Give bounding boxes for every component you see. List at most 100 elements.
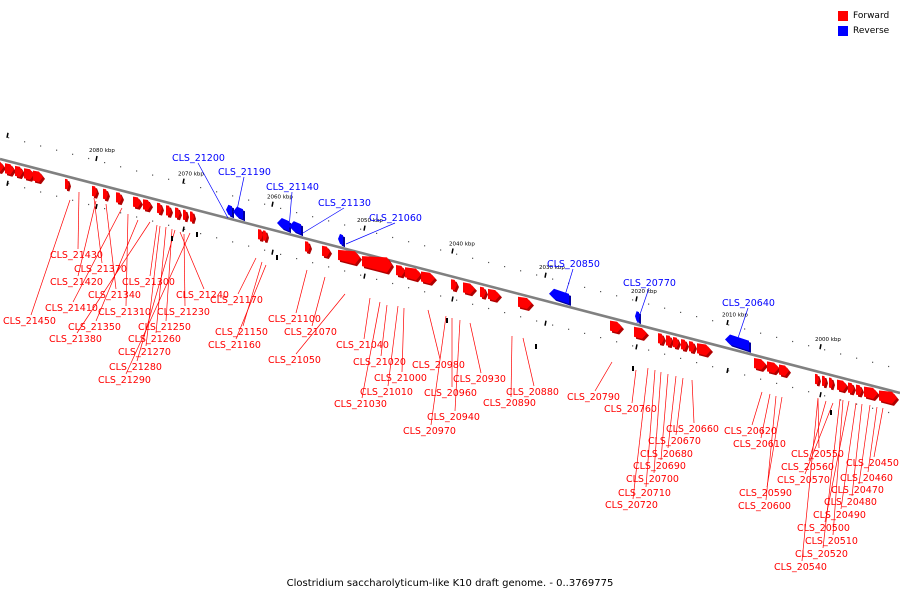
gene-label-forward[interactable]: CLS_21300 bbox=[122, 277, 175, 288]
gene-label-forward[interactable]: CLS_21290 bbox=[98, 375, 151, 386]
forward-gene-arrow[interactable] bbox=[610, 320, 624, 335]
gene-label-reverse[interactable]: CLS_21060 bbox=[369, 213, 422, 224]
gene-label-forward[interactable]: CLS_20470 bbox=[831, 485, 884, 496]
gene-label-forward[interactable]: CLS_20450 bbox=[846, 458, 899, 469]
forward-gene-arrow[interactable] bbox=[658, 333, 666, 346]
gene-label-reverse[interactable]: CLS_21130 bbox=[318, 198, 371, 209]
reverse-gene-arrow[interactable] bbox=[233, 206, 245, 222]
forward-gene-arrow[interactable] bbox=[5, 163, 16, 177]
gene-label-forward[interactable]: CLS_20600 bbox=[738, 501, 791, 512]
gene-label-forward[interactable]: CLS_21030 bbox=[334, 399, 387, 410]
legend-item-forward[interactable]: Forward bbox=[838, 8, 889, 23]
gene-label-forward[interactable]: CLS_20760 bbox=[604, 404, 657, 415]
forward-gene-arrow[interactable] bbox=[305, 241, 312, 255]
forward-gene-arrow[interactable] bbox=[263, 230, 269, 243]
gene-label-forward[interactable]: CLS_20690 bbox=[633, 461, 686, 472]
forward-gene-arrow[interactable] bbox=[166, 205, 173, 218]
gene-label-forward[interactable]: CLS_21010 bbox=[360, 387, 413, 398]
forward-gene-arrow[interactable] bbox=[518, 296, 534, 311]
forward-gene-arrow[interactable] bbox=[405, 267, 423, 283]
gene-label-forward[interactable]: CLS_20670 bbox=[648, 436, 701, 447]
gene-label-forward[interactable]: CLS_20890 bbox=[483, 398, 536, 409]
gene-label-forward[interactable]: CLS_21430 bbox=[50, 250, 103, 261]
gene-label-forward[interactable]: CLS_20660 bbox=[666, 424, 719, 435]
forward-gene-arrow[interactable] bbox=[697, 343, 713, 358]
forward-gene-arrow[interactable] bbox=[673, 337, 681, 350]
forward-gene-arrow[interactable] bbox=[396, 265, 407, 279]
forward-gene-arrow[interactable] bbox=[488, 288, 502, 303]
forward-gene-arrow[interactable] bbox=[767, 361, 781, 376]
reverse-gene-arrow[interactable] bbox=[277, 218, 291, 234]
gene-label-forward[interactable]: CLS_20960 bbox=[424, 388, 477, 399]
forward-gene-arrow[interactable] bbox=[190, 211, 196, 224]
forward-gene-arrow[interactable] bbox=[666, 335, 674, 349]
gene-label-forward[interactable]: CLS_21230 bbox=[157, 307, 210, 318]
forward-gene-arrow[interactable] bbox=[634, 326, 649, 341]
gene-label-forward[interactable]: CLS_20790 bbox=[567, 392, 620, 403]
forward-gene-arrow[interactable] bbox=[837, 379, 849, 394]
gene-label-forward[interactable]: CLS_20510 bbox=[805, 536, 858, 547]
gene-label-forward[interactable]: CLS_21000 bbox=[374, 373, 427, 384]
gene-label-forward[interactable]: CLS_20490 bbox=[813, 510, 866, 521]
gene-label-forward[interactable]: CLS_20550 bbox=[791, 449, 844, 460]
forward-gene-arrow[interactable] bbox=[856, 384, 864, 398]
forward-gene-arrow[interactable] bbox=[815, 373, 821, 387]
reverse-gene-arrow[interactable] bbox=[338, 233, 345, 248]
gene-label-forward[interactable]: CLS_20620 bbox=[724, 426, 777, 437]
legend-item-reverse[interactable]: Reverse bbox=[838, 23, 889, 38]
gene-label-forward[interactable]: CLS_21280 bbox=[109, 362, 162, 373]
gene-label-reverse[interactable]: CLS_21200 bbox=[172, 153, 225, 164]
gene-label-forward[interactable]: CLS_21050 bbox=[268, 355, 321, 366]
forward-gene-arrow[interactable] bbox=[829, 377, 835, 391]
reverse-gene-arrow[interactable] bbox=[725, 334, 751, 353]
gene-label-forward[interactable]: CLS_20710 bbox=[618, 488, 671, 499]
gene-label-forward[interactable]: CLS_21250 bbox=[138, 322, 191, 333]
forward-gene-arrow[interactable] bbox=[480, 286, 488, 300]
gene-label-forward[interactable]: CLS_21420 bbox=[50, 277, 103, 288]
reverse-gene-arrow[interactable] bbox=[226, 204, 234, 219]
forward-gene-arrow[interactable] bbox=[133, 196, 143, 210]
gene-label-forward[interactable]: CLS_21270 bbox=[118, 347, 171, 358]
forward-gene-arrow[interactable] bbox=[848, 382, 856, 396]
gene-label-forward[interactable]: CLS_21020 bbox=[353, 357, 406, 368]
forward-gene-arrow[interactable] bbox=[65, 178, 71, 192]
gene-label-forward[interactable]: CLS_21040 bbox=[336, 340, 389, 351]
gene-label-forward[interactable]: CLS_20610 bbox=[733, 439, 786, 450]
forward-gene-arrow[interactable] bbox=[421, 271, 437, 286]
forward-gene-arrow[interactable] bbox=[0, 160, 6, 174]
gene-label-reverse[interactable]: CLS_20640 bbox=[722, 298, 775, 309]
gene-label-forward[interactable]: CLS_20930 bbox=[453, 374, 506, 385]
forward-gene-arrow[interactable] bbox=[779, 364, 791, 379]
gene-label-forward[interactable]: CLS_21350 bbox=[68, 322, 121, 333]
forward-gene-arrow[interactable] bbox=[33, 170, 45, 185]
gene-label-forward[interactable]: CLS_20570 bbox=[777, 475, 830, 486]
forward-gene-arrow[interactable] bbox=[822, 375, 828, 389]
forward-gene-arrow[interactable] bbox=[175, 207, 182, 221]
gene-label-forward[interactable]: CLS_20680 bbox=[640, 449, 693, 460]
gene-label-reverse[interactable]: CLS_21140 bbox=[266, 182, 319, 193]
gene-label-forward[interactable]: CLS_21260 bbox=[128, 334, 181, 345]
gene-label-reverse[interactable]: CLS_21190 bbox=[218, 167, 271, 178]
forward-gene-arrow[interactable] bbox=[157, 202, 164, 216]
forward-gene-arrow[interactable] bbox=[103, 188, 110, 202]
gene-label-forward[interactable]: CLS_21100 bbox=[268, 314, 321, 325]
gene-label-forward[interactable]: CLS_20880 bbox=[506, 387, 559, 398]
forward-gene-arrow[interactable] bbox=[322, 245, 332, 259]
gene-label-forward[interactable]: CLS_20970 bbox=[403, 426, 456, 437]
gene-label-forward[interactable]: CLS_21450 bbox=[3, 316, 56, 327]
forward-gene-arrow[interactable] bbox=[463, 282, 477, 297]
gene-label-forward[interactable]: CLS_20720 bbox=[605, 500, 658, 511]
reverse-gene-arrow[interactable] bbox=[289, 221, 303, 237]
forward-gene-arrow[interactable] bbox=[681, 339, 689, 352]
gene-label-forward[interactable]: CLS_20500 bbox=[797, 523, 850, 534]
forward-gene-arrow[interactable] bbox=[362, 256, 394, 275]
forward-gene-arrow[interactable] bbox=[689, 341, 697, 355]
gene-label-forward[interactable]: CLS_21170 bbox=[210, 295, 263, 306]
gene-label-forward[interactable]: CLS_21370 bbox=[74, 264, 127, 275]
gene-label-forward[interactable]: CLS_20520 bbox=[795, 549, 848, 560]
gene-label-forward[interactable]: CLS_21310 bbox=[98, 307, 151, 318]
gene-label-forward[interactable]: CLS_21150 bbox=[215, 327, 268, 338]
gene-label-forward[interactable]: CLS_21070 bbox=[284, 327, 337, 338]
forward-gene-arrow[interactable] bbox=[864, 386, 880, 401]
